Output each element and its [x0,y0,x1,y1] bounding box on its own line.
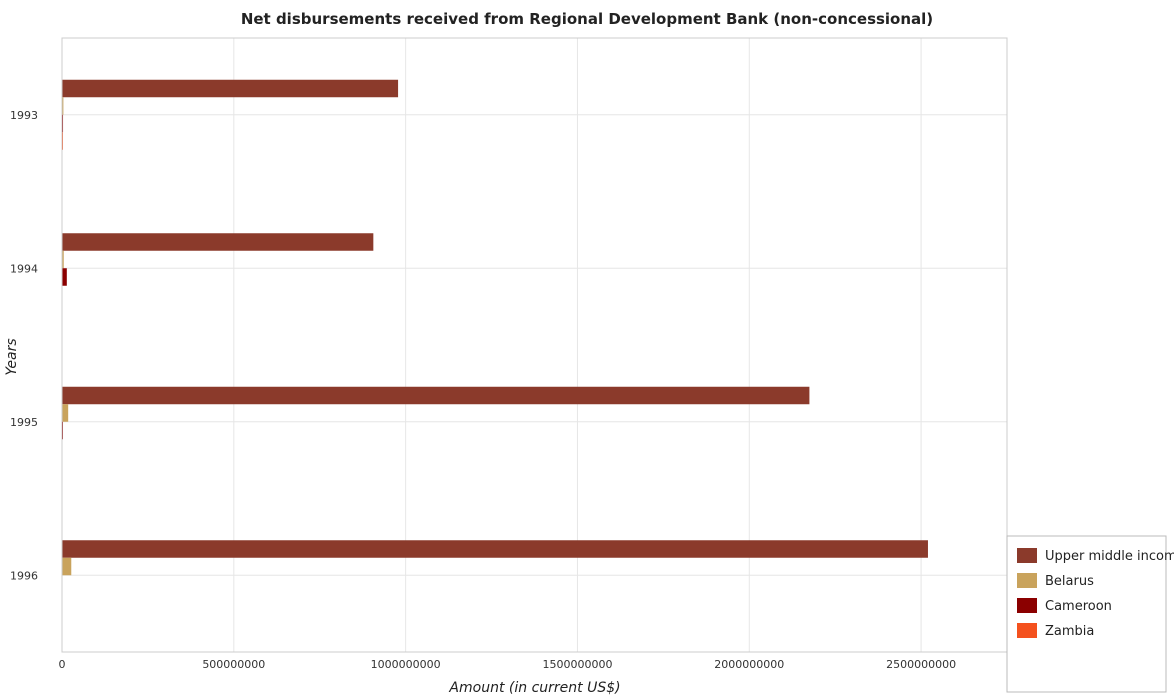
bar-belarus-1993 [62,97,64,115]
legend-swatch [1017,623,1037,638]
bars [62,79,928,576]
legend-swatch [1017,573,1037,588]
legend: Upper middle income Belarus Cameroon Zambia [1006,535,1174,693]
bar-upper-middle-income-1995 [62,386,810,405]
y-tick-label: 1994 [10,262,38,275]
y-axis-label: Years [4,338,20,375]
grid [61,38,1007,652]
bar-belarus-1995 [62,404,69,422]
x-tick-label: 2000000000 [714,658,784,671]
x-axis-label: Amount (in current US$) [448,680,620,696]
x-tick-label: 1000000000 [371,658,441,671]
bar-upper-middle-income-1993 [62,79,399,98]
bar-upper-middle-income-1996 [62,540,928,558]
chart-title: Net disbursements received from Regional… [241,10,933,28]
legend-swatch [1017,598,1037,613]
legend-label: Cameroon [1045,599,1112,614]
y-tick-label: 1995 [10,416,38,429]
y-tick-labels: 1993 1994 1995 1996 [10,109,38,583]
y-tick-label: 1996 [10,569,38,582]
x-tick-label: 2500000000 [886,658,956,671]
y-tick-label: 1993 [10,109,38,122]
bar-belarus-1996 [62,557,72,576]
bar-cameroon-1994 [62,268,67,286]
plot-frame [61,37,1008,653]
legend-swatch [1017,548,1037,563]
x-tick-label: 500000000 [202,658,265,671]
legend-label: Belarus [1045,574,1094,589]
x-tick-labels: 0 500000000 1000000000 1500000000 2000000000… [59,658,957,671]
legend-label: Upper middle income [1045,549,1174,564]
bar-belarus-1994 [62,250,64,269]
x-tick-label: 0 [59,658,66,671]
x-tick-label: 1500000000 [542,658,612,671]
bar-upper-middle-income-1994 [62,233,374,251]
legend-label: Zambia [1045,624,1094,639]
bar-cameroon-1993 [62,114,64,133]
legend-box [1006,535,1167,693]
